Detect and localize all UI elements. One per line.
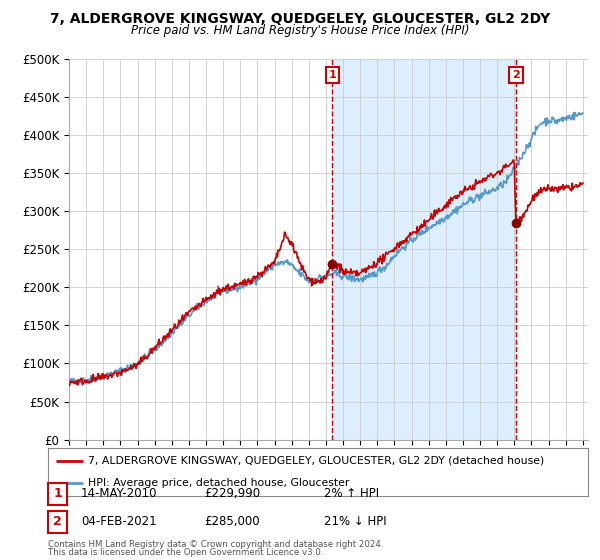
- Text: 7, ALDERGROVE KINGSWAY, QUEDGELEY, GLOUCESTER, GL2 2DY (detached house): 7, ALDERGROVE KINGSWAY, QUEDGELEY, GLOUC…: [89, 456, 545, 466]
- Text: 14-MAY-2010: 14-MAY-2010: [81, 487, 157, 501]
- Text: £229,990: £229,990: [204, 487, 260, 501]
- Text: Contains HM Land Registry data © Crown copyright and database right 2024.: Contains HM Land Registry data © Crown c…: [48, 540, 383, 549]
- Text: 1: 1: [53, 487, 62, 501]
- Text: HPI: Average price, detached house, Gloucester: HPI: Average price, detached house, Glou…: [89, 478, 350, 488]
- Text: 1: 1: [328, 70, 336, 80]
- Text: 2: 2: [512, 70, 520, 80]
- Text: 21% ↓ HPI: 21% ↓ HPI: [324, 515, 386, 529]
- Text: 2% ↑ HPI: 2% ↑ HPI: [324, 487, 379, 501]
- Text: 7, ALDERGROVE KINGSWAY, QUEDGELEY, GLOUCESTER, GL2 2DY: 7, ALDERGROVE KINGSWAY, QUEDGELEY, GLOUC…: [50, 12, 550, 26]
- Text: This data is licensed under the Open Government Licence v3.0.: This data is licensed under the Open Gov…: [48, 548, 323, 557]
- Bar: [332, 59, 516, 440]
- Text: Price paid vs. HM Land Registry's House Price Index (HPI): Price paid vs. HM Land Registry's House …: [131, 24, 469, 36]
- Text: 2: 2: [53, 515, 62, 529]
- Text: £285,000: £285,000: [204, 515, 260, 529]
- Text: 04-FEB-2021: 04-FEB-2021: [81, 515, 157, 529]
